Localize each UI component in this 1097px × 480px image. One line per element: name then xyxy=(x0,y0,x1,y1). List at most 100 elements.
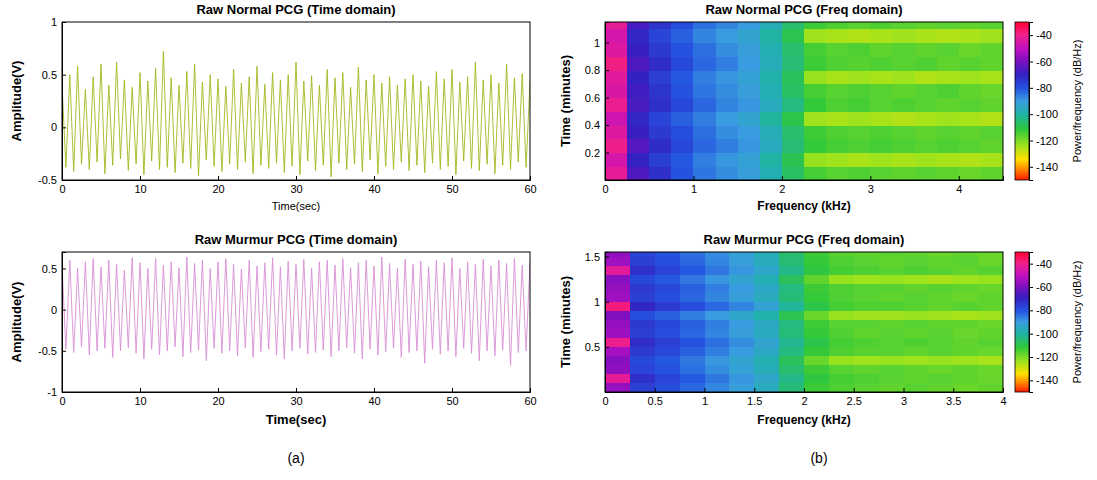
cell xyxy=(915,111,938,125)
cell xyxy=(605,383,630,392)
cell xyxy=(928,338,953,348)
tick: 10 xyxy=(134,388,146,407)
cell xyxy=(854,252,879,257)
cell xyxy=(978,252,1003,257)
cell xyxy=(953,347,978,357)
cell xyxy=(760,139,783,153)
tick-label: 50 xyxy=(446,395,458,407)
tick: -80 xyxy=(1029,82,1052,94)
cell xyxy=(892,111,915,125)
cell xyxy=(760,98,783,112)
cell xyxy=(649,29,672,43)
cell xyxy=(879,275,904,285)
x-axis: 0102030405060 xyxy=(59,388,536,407)
cell xyxy=(804,56,827,70)
cell xyxy=(870,98,893,112)
cell xyxy=(605,98,628,112)
tick-label: 1 xyxy=(702,395,708,407)
cell xyxy=(804,266,829,276)
tick-label: -60 xyxy=(1036,56,1052,68)
cell xyxy=(627,22,650,29)
tick-label: 0 xyxy=(51,121,57,133)
tick-mark xyxy=(1029,264,1033,265)
cell xyxy=(605,139,628,153)
cell xyxy=(804,293,829,303)
cell xyxy=(779,284,804,294)
cell xyxy=(953,320,978,330)
figure: 0102030405060-0.500.51Raw Normal PCG (Ti… xyxy=(0,0,1097,480)
cell xyxy=(705,252,730,257)
cell xyxy=(937,111,960,125)
colorbar-title: Power/frequency (dB/Hz) xyxy=(1071,261,1083,384)
cell xyxy=(904,311,929,321)
cell xyxy=(879,347,904,357)
cell xyxy=(782,22,805,29)
cell xyxy=(649,153,672,167)
tick-mark xyxy=(693,176,694,180)
cell xyxy=(760,56,783,70)
tick-label: 0.2 xyxy=(585,147,600,159)
cell xyxy=(729,365,754,375)
cell xyxy=(879,338,904,348)
cell xyxy=(705,383,730,392)
cell xyxy=(854,257,879,267)
tick-label: 0.4 xyxy=(585,119,600,131)
cell xyxy=(937,166,960,180)
cell xyxy=(870,43,893,57)
colorbar-axis: -40-60-80-100-120-140 xyxy=(1029,23,1058,181)
cell xyxy=(716,111,739,125)
cell xyxy=(937,84,960,98)
cell xyxy=(760,70,783,84)
cell xyxy=(829,275,854,285)
tick-mark xyxy=(754,388,755,392)
cell xyxy=(779,374,804,384)
cell xyxy=(904,329,929,339)
cell xyxy=(959,22,982,29)
cell xyxy=(854,320,879,330)
cell xyxy=(729,302,754,312)
cell xyxy=(760,29,783,43)
cell xyxy=(738,70,761,84)
cell xyxy=(716,98,739,112)
cell xyxy=(760,84,783,98)
cell xyxy=(760,125,783,139)
tick-label: 20 xyxy=(212,395,224,407)
tick-label: 0.5 xyxy=(585,341,600,353)
cell xyxy=(892,70,915,84)
cell xyxy=(870,29,893,43)
cell xyxy=(729,374,754,384)
cell xyxy=(655,293,680,303)
tick-mark xyxy=(62,351,66,352)
tick-label: 0.6 xyxy=(585,92,600,104)
x-axis: 01234 xyxy=(602,176,1003,195)
cell xyxy=(605,302,630,312)
cell xyxy=(760,166,783,180)
cell xyxy=(978,293,1003,303)
cell xyxy=(754,383,779,392)
x-axis-title: Time(sec) xyxy=(266,412,326,427)
cell xyxy=(605,84,628,98)
cell xyxy=(649,98,672,112)
cell xyxy=(928,311,953,321)
cell xyxy=(754,293,779,303)
tick-mark xyxy=(605,302,609,303)
cell xyxy=(605,56,628,70)
cell xyxy=(981,111,1003,125)
cell xyxy=(826,22,849,29)
cell xyxy=(680,275,705,285)
cell xyxy=(804,383,829,392)
cell xyxy=(870,70,893,84)
cell xyxy=(915,125,938,139)
cell xyxy=(627,84,650,98)
cell xyxy=(829,338,854,348)
cell xyxy=(804,84,827,98)
cell xyxy=(779,302,804,312)
waveform xyxy=(62,257,530,366)
tick: 30 xyxy=(290,388,302,407)
cell xyxy=(848,56,871,70)
cell xyxy=(649,70,672,84)
tick-label: -0.5 xyxy=(38,345,57,357)
tick: -140 xyxy=(1029,374,1058,386)
cell xyxy=(754,266,779,276)
cell xyxy=(671,22,694,29)
